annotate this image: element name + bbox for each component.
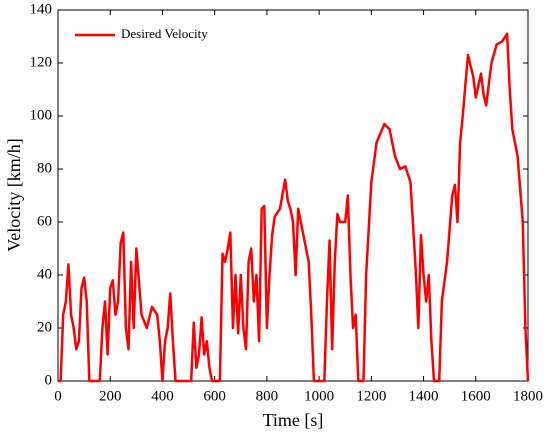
plot-frame: [57, 9, 529, 382]
y-tick-label: 80: [37, 160, 52, 176]
x-tick-label: 1600: [461, 388, 491, 404]
x-tick-label: 1200: [356, 388, 386, 404]
y-tick-label: 0: [45, 372, 53, 388]
x-tick-label: 1400: [409, 388, 439, 404]
y-tick-label: 20: [37, 319, 52, 335]
legend-text: Desired Velocity: [121, 26, 208, 41]
y-tick-label: 100: [30, 107, 53, 123]
y-tick-label: 40: [37, 266, 52, 282]
x-tick-label: 600: [203, 388, 226, 404]
x-tick-label: 1000: [304, 388, 334, 404]
y-tick-label: 60: [37, 213, 52, 229]
y-tick-label: 120: [30, 54, 53, 70]
x-tick-label: 200: [99, 388, 122, 404]
series-line: [58, 32, 530, 383]
x-axis-label: Time [s]: [263, 410, 324, 430]
x-tick-label: 400: [151, 388, 174, 404]
x-tick-label: 800: [256, 388, 279, 404]
x-tick-label: 1800: [513, 388, 543, 404]
y-axis-label: Velocity [km/h]: [4, 138, 24, 251]
y-tick-label: 140: [30, 1, 53, 17]
x-tick-label: 0: [54, 388, 62, 404]
